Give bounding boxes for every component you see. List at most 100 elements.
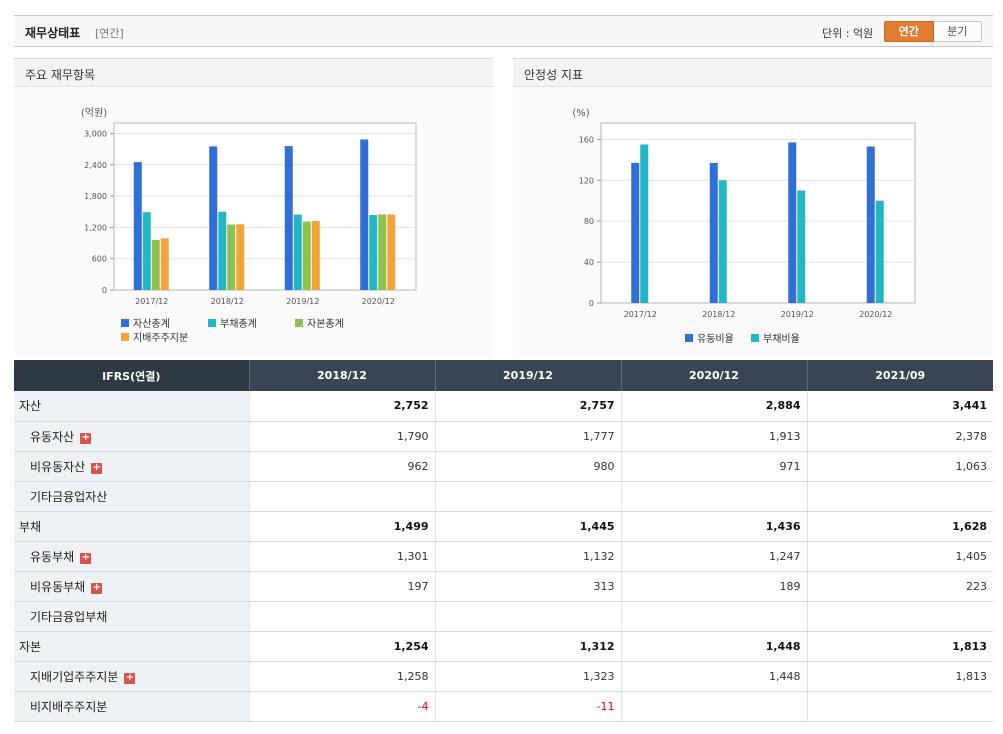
stability-panel-title: 안정성 지표: [524, 68, 584, 82]
row-label-cell: 기타금융업자산: [14, 481, 249, 512]
bar-유동비율: [788, 142, 797, 303]
y-axis-title: (억원): [81, 107, 107, 119]
table-row[interactable]: 비유동자산 +962 980 971 1,063: [14, 451, 993, 482]
legend-swatch: [121, 319, 129, 327]
bar-자본총계: [302, 221, 311, 290]
y-axis-title: (%): [572, 108, 589, 119]
row-label: 기타금융업자산: [30, 489, 108, 504]
bar-부채비율: [797, 190, 806, 303]
y-tick-label: 1,200: [84, 223, 107, 232]
value-cell: 1,813: [806, 631, 993, 662]
row-label: 비유동부채: [30, 579, 86, 594]
row-label-cell: 자본: [14, 631, 249, 662]
value-cell: 3,441: [806, 391, 993, 422]
expand-plus-icon[interactable]: +: [91, 581, 103, 594]
column-header: 2018/12: [248, 360, 435, 391]
annual-toggle-button[interactable]: 연간: [884, 21, 934, 42]
key-items-chart: (억원) 0 600 1,200 1,800 2,400 3,000 2017/12 2018/…: [81, 107, 417, 344]
value-cell: [806, 601, 993, 632]
value-cell: 1,499: [248, 511, 435, 542]
value-cell: 1,132: [434, 541, 621, 572]
x-tick-label: 2018/12: [211, 297, 244, 306]
y-tick-label: 2,400: [84, 161, 107, 170]
y-tick-label: 0: [589, 299, 594, 308]
value-cell: 962: [248, 451, 435, 482]
value-cell: 197: [248, 571, 435, 602]
row-label: 기타금융업부채: [30, 609, 108, 624]
value-cell: 189: [620, 571, 807, 602]
table-row[interactable]: 유동자산 +1,790 1,777 1,913 2,378: [14, 421, 993, 452]
legend-swatch: [685, 334, 693, 342]
x-tick-label: 2020/12: [362, 297, 395, 306]
row-label: 자산: [19, 399, 42, 414]
bar-지배주주지분: [160, 238, 169, 290]
table-row[interactable]: 비유동부채 +197 313 189 223: [14, 571, 993, 602]
expand-plus-icon[interactable]: +: [80, 431, 92, 444]
value-cell: 1,777: [434, 421, 621, 452]
value-cell: -11: [434, 691, 621, 722]
value-cell: 2,752: [248, 391, 435, 422]
table-row[interactable]: 유동부채 +1,301 1,132 1,247 1,405: [14, 541, 993, 572]
column-header: 2019/12: [434, 360, 621, 391]
value-cell: [248, 481, 435, 512]
value-cell: [248, 601, 435, 632]
stability-panel-header: 안정성 지표: [513, 58, 992, 87]
bar-부채비율: [640, 144, 649, 303]
table-row: 부채 1,499 1,445 1,436 1,628: [14, 511, 993, 542]
stability-chart: (%) 0 40 80 120 160 2017/12 2018/12 2019/12 2020/…: [572, 108, 916, 345]
bar-자본총계: [227, 224, 236, 290]
y-tick-label: 160: [579, 135, 594, 144]
bar-부채총계: [293, 214, 302, 290]
period-subtitle: [연간]: [95, 27, 124, 40]
table-row: 비지배주주지분 -4 -11: [14, 691, 993, 722]
bar-자산총계: [133, 162, 142, 290]
y-tick-label: 3,000: [84, 129, 107, 138]
bar-부채총계: [369, 215, 378, 290]
row-label-cell: 기타금융업부채: [14, 601, 249, 632]
bar-자산총계: [209, 146, 218, 290]
value-cell: 1,628: [806, 511, 993, 542]
row-label-cell: 지배기업주주지분 +: [14, 661, 249, 692]
column-header: 2021/09: [806, 360, 993, 391]
row-label: 자본: [19, 639, 42, 654]
bar-지배주주지분: [387, 214, 396, 290]
table-header-row: IFRS(연결) 2018/12 2019/12 2020/12 2021/09: [14, 360, 993, 391]
value-cell: 1,323: [434, 661, 621, 692]
value-cell: 2,378: [806, 421, 993, 452]
expand-plus-icon[interactable]: +: [124, 671, 136, 684]
row-label: 부채: [19, 519, 42, 534]
quarter-toggle-button[interactable]: 분기: [933, 21, 982, 42]
value-cell: [806, 691, 993, 722]
legend-swatch: [751, 334, 759, 342]
value-cell: [434, 601, 621, 632]
table-row[interactable]: 지배기업주주지분 +1,258 1,323 1,448 1,813: [14, 661, 993, 692]
value-cell: 1,063: [806, 451, 993, 482]
table-row: 기타금융업자산: [14, 481, 993, 512]
x-tick-label: 2018/12: [702, 310, 735, 319]
value-cell: 1,312: [434, 631, 621, 662]
table-row: 기타금융업부채: [14, 601, 993, 632]
legend-label: 지배주주지분: [133, 332, 188, 344]
y-tick-label: 80: [584, 217, 594, 226]
value-cell: 1,247: [620, 541, 807, 572]
expand-plus-icon[interactable]: +: [80, 551, 92, 564]
row-label-cell: 유동자산 +: [14, 421, 249, 452]
value-cell: [806, 481, 993, 512]
row-label-cell: 유동부채 +: [14, 541, 249, 572]
legend-label: 부채비율: [763, 333, 800, 345]
row-label-cell: 비유동부채 +: [14, 571, 249, 602]
stability-chart-panel: (%) 0 40 80 120 160 2017/12 2018/12 2019/12 2020/…: [513, 87, 992, 357]
row-label-cell: 부채: [14, 511, 249, 542]
period-toggle: 연간 분기: [884, 21, 982, 42]
statement-header: 재무상태표 [연간] 단위 : 억원 연간 분기: [14, 15, 993, 47]
legend-swatch: [121, 333, 129, 341]
legend-label: 자본총계: [307, 318, 344, 330]
bar-자본총계: [151, 239, 160, 290]
value-cell: 1,258: [248, 661, 435, 692]
value-cell: 1,405: [806, 541, 993, 572]
expand-plus-icon[interactable]: +: [91, 461, 103, 474]
key-items-panel-header: 주요 재무항목: [14, 58, 493, 87]
legend-swatch: [295, 319, 303, 327]
row-label: 지배기업주주지분: [30, 669, 119, 684]
y-tick-label: 1,800: [84, 192, 107, 201]
